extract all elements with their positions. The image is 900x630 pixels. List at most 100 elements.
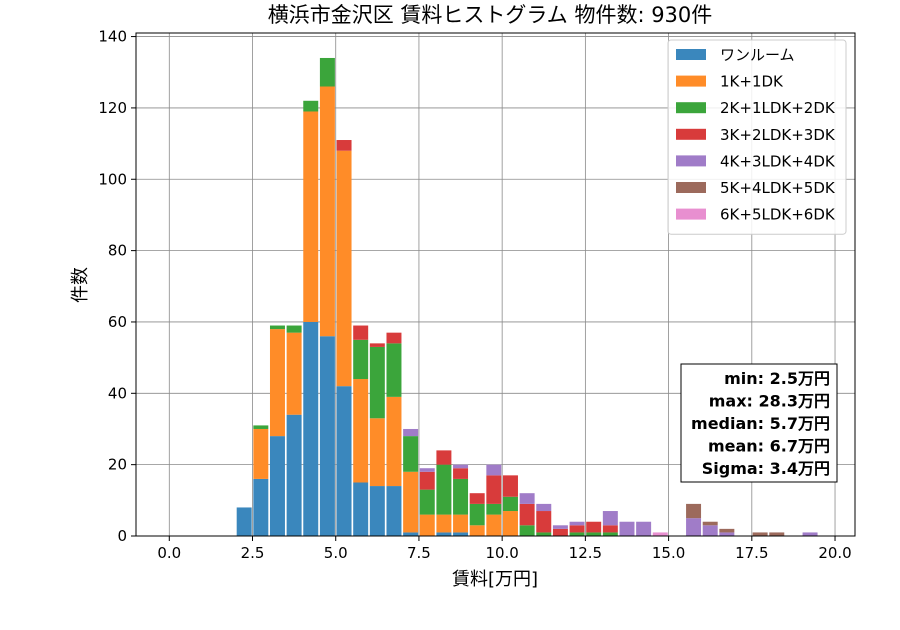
bar-segment — [419, 514, 435, 536]
legend-label: 2K+1LDK+2DK — [720, 99, 836, 117]
bar-segment — [403, 471, 419, 533]
bar-segment — [586, 521, 602, 533]
stats-sigma: Sigma: 3.4万円 — [702, 459, 830, 478]
bar-segment — [769, 532, 785, 536]
bar-segment — [453, 464, 469, 469]
bar-segment — [436, 514, 452, 533]
legend-box — [667, 39, 847, 235]
legend: ワンルーム 1K+1DK 2K+1LDK+2DK 3K+2LDK+3DK 4K+3LDK… — [667, 39, 847, 235]
bar-segment — [269, 329, 285, 437]
bar-segment — [369, 346, 385, 419]
bar-segment — [386, 332, 402, 344]
y-tick-label: 100 — [98, 170, 127, 188]
bar-segment — [519, 525, 535, 536]
bar-segment — [569, 532, 585, 536]
stats-max: max: 28.3万円 — [709, 392, 830, 411]
y-tick-label: 40 — [108, 384, 127, 402]
bar-segment — [353, 379, 369, 483]
bar-segment — [502, 475, 518, 497]
bar-segment — [336, 150, 352, 387]
bar-segment — [586, 532, 602, 536]
legend-swatch — [676, 102, 706, 114]
bar-segment — [469, 493, 485, 504]
bar-segment — [619, 521, 635, 536]
bar-segment — [286, 414, 302, 536]
legend-swatch — [676, 128, 706, 140]
bar-segment — [403, 532, 419, 536]
bar-segment — [319, 57, 335, 87]
bar-segment — [719, 532, 735, 536]
plot-frame — [135, 32, 856, 537]
bar-segment — [353, 482, 369, 536]
bar-segment — [403, 436, 419, 472]
x-tick-label: 20.0 — [818, 544, 851, 562]
bar-segment — [486, 503, 502, 515]
bar-segment — [552, 525, 568, 529]
bar-segment — [552, 528, 568, 536]
legend-label: 4K+3LDK+4DK — [720, 152, 836, 170]
bar-segment — [436, 464, 452, 515]
bar-segment — [519, 493, 535, 504]
bar-segment — [403, 428, 419, 437]
bar-segment — [269, 325, 285, 330]
bar-segment — [386, 343, 402, 397]
bar-segment — [602, 525, 618, 533]
x-tick-label: 7.5 — [407, 544, 431, 562]
bar-segment — [453, 478, 469, 515]
bar-segment — [253, 425, 269, 429]
bar-segment — [636, 521, 652, 536]
bar-segment — [269, 436, 285, 536]
bar-segment — [536, 532, 552, 536]
stats-min: min: 2.5万円 — [724, 369, 830, 388]
bar-segment — [319, 336, 335, 536]
bar-segment — [319, 86, 335, 337]
y-tick-label: 0 — [117, 527, 127, 545]
stats-box: min: 2.5万円 max: 28.3万円 median: 5.7万円 mean: … — [680, 363, 838, 483]
bar-segment — [602, 532, 618, 536]
bar-segment — [469, 503, 485, 526]
bar-segment — [702, 521, 718, 526]
bar-segment — [303, 111, 319, 322]
bar-segment — [486, 475, 502, 504]
bar-segment — [686, 518, 702, 536]
bar-segment — [369, 418, 385, 487]
bar-segment — [286, 325, 302, 333]
x-tick-label: 15.0 — [652, 544, 685, 562]
y-tick-label: 140 — [98, 28, 127, 46]
y-tick-label: 80 — [108, 242, 127, 260]
bar-segment — [436, 450, 452, 465]
stats-frame — [680, 363, 838, 483]
legend-swatch — [676, 49, 706, 60]
bar-segment — [386, 486, 402, 536]
bar-segment — [502, 496, 518, 512]
legend-swatch — [676, 155, 706, 167]
bar-segment — [519, 503, 535, 526]
bar-segment — [453, 468, 469, 479]
x-tick-label: 2.5 — [241, 544, 265, 562]
x-tick-label: 10.0 — [485, 544, 518, 562]
x-tick-label: 0.0 — [157, 544, 181, 562]
bar-segment — [419, 471, 435, 490]
bar-segment — [536, 503, 552, 512]
bar-segment — [486, 514, 502, 536]
bar-segment — [353, 339, 369, 380]
legend-label: 3K+2LDK+3DK — [720, 126, 836, 144]
bar-segment — [303, 100, 319, 112]
bar-segment — [536, 511, 552, 533]
legend-swatch — [676, 75, 706, 87]
bar-segment — [569, 525, 585, 533]
bar-segment — [336, 140, 352, 151]
legend-label: 1K+1DK — [720, 73, 784, 91]
bar-segment — [453, 514, 469, 533]
y-tick-label: 60 — [108, 313, 127, 331]
bar-segment — [702, 525, 718, 536]
legend-swatch — [676, 208, 706, 220]
y-tick-label: 120 — [98, 99, 127, 117]
bar-segment — [686, 503, 702, 519]
bar-segment — [502, 511, 518, 536]
y-tick-label: 20 — [108, 456, 127, 474]
bar-segment — [236, 507, 252, 536]
bar-segment — [386, 396, 402, 487]
bar-segment — [802, 532, 818, 536]
